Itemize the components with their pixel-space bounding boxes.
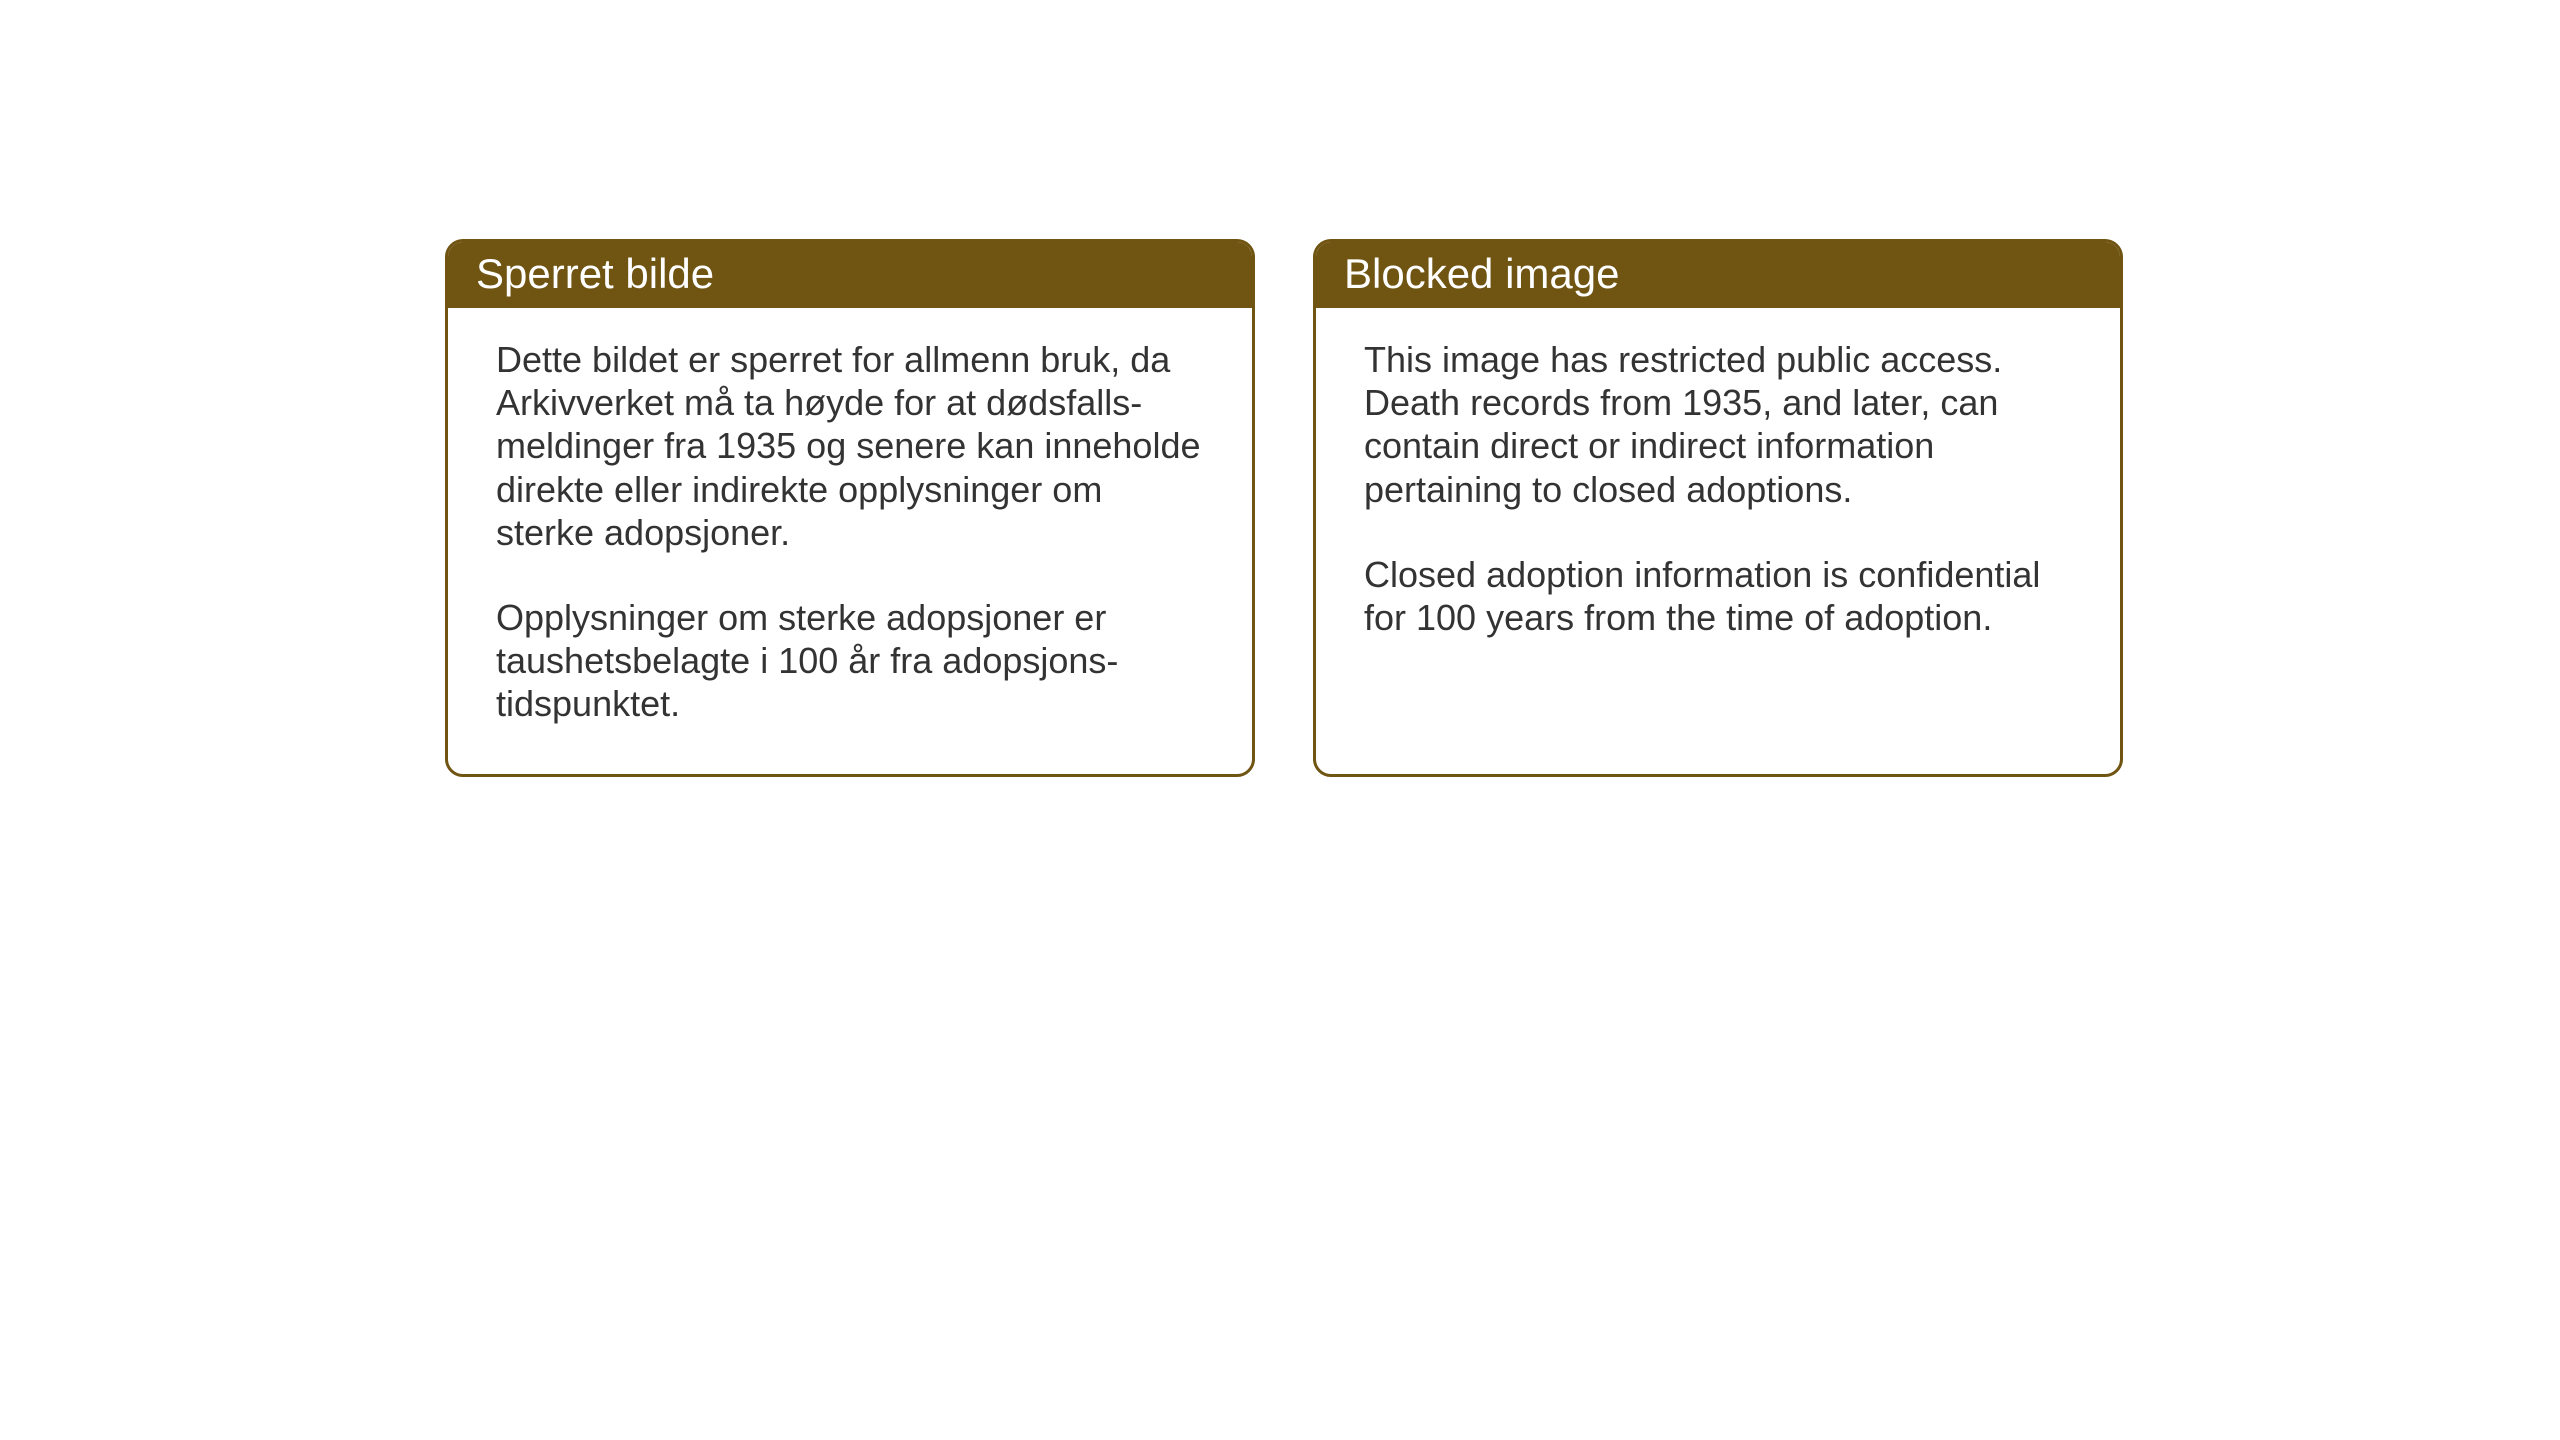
norwegian-card-title: Sperret bilde — [448, 242, 1252, 308]
norwegian-paragraph-1: Dette bildet er sperret for allmenn bruk… — [496, 338, 1204, 554]
english-paragraph-2: Closed adoption information is confident… — [1364, 553, 2072, 639]
english-card-title: Blocked image — [1316, 242, 2120, 308]
english-paragraph-1: This image has restricted public access.… — [1364, 338, 2072, 511]
notice-container: Sperret bilde Dette bildet er sperret fo… — [445, 239, 2123, 777]
norwegian-notice-card: Sperret bilde Dette bildet er sperret fo… — [445, 239, 1255, 777]
english-card-body: This image has restricted public access.… — [1316, 308, 2120, 753]
norwegian-card-body: Dette bildet er sperret for allmenn bruk… — [448, 308, 1252, 774]
english-notice-card: Blocked image This image has restricted … — [1313, 239, 2123, 777]
norwegian-paragraph-2: Opplysninger om sterke adopsjoner er tau… — [496, 596, 1204, 726]
